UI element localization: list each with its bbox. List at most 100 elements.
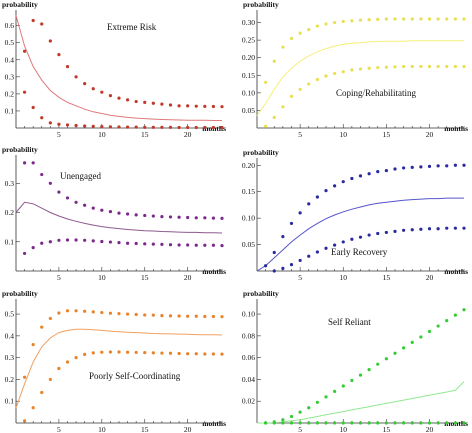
data-point-upper [220,315,224,319]
data-point-lower [324,74,328,78]
data-point-upper [402,17,406,21]
data-point-upper [160,215,164,219]
data-point-lower [40,241,44,245]
data-point-lower [57,366,61,371]
data-point-upper [281,45,285,49]
data-point-lower [419,64,423,69]
data-point-upper [341,180,345,184]
y-tick-label: 0.05 [242,240,255,249]
data-point-upper [65,64,70,69]
y-axis-label: probability [243,0,279,9]
data-point-upper [125,212,130,216]
data-point-upper [393,17,397,21]
data-point-upper [315,195,319,199]
y-tick-label: 0.4 [5,331,15,340]
data-point-upper [31,342,35,347]
data-point-lower [367,233,371,237]
data-point-lower [462,226,466,230]
data-point-upper [203,104,207,108]
data-point-lower [31,105,35,110]
data-point-lower [186,243,190,247]
y-axis-label: probability [243,289,279,298]
data-point-upper [376,17,380,21]
data-point-lower [194,352,198,356]
data-point-upper [117,312,121,316]
data-point-lower [315,250,319,254]
data-point-lower [74,356,78,360]
x-tick-label: 10 [98,273,106,282]
x-tick-label: 10 [340,130,348,139]
x-tick-label: 10 [98,130,106,139]
data-point-upper [48,181,52,185]
data-point-lower [410,228,414,232]
y-tick-label: 0.15 [242,187,255,196]
data-point-lower [48,377,52,382]
data-point-lower [177,351,181,356]
data-point-upper [117,211,121,215]
data-point-upper [264,264,268,268]
y-axis-label: probability [2,0,38,9]
x-tick-label: 20 [426,130,434,139]
y-tick-label: 0.3 [5,179,15,188]
data-point-lower [462,421,466,425]
data-point-upper [108,311,113,315]
data-point-lower [453,421,457,425]
data-point-upper [358,174,363,178]
data-point-lower [264,421,268,425]
data-point-lower [410,64,414,69]
data-point-lower [376,231,380,236]
data-point-upper [384,17,388,21]
data-point-lower [453,226,457,230]
data-point-lower [91,351,95,355]
data-point-lower [31,246,35,250]
data-point-lower [108,350,113,354]
data-point-lower [350,68,354,72]
data-point-lower [289,94,294,98]
data-point-lower [289,263,294,267]
x-tick-label: 10 [340,425,348,433]
data-point-upper [427,17,432,21]
x-tick-label: 15 [383,273,391,282]
data-point-lower [117,350,121,354]
data-point-lower [194,243,198,247]
data-point-upper [57,190,61,194]
data-point-upper [168,215,173,219]
data-point-upper [281,235,285,239]
x-axis-label: months [202,267,226,276]
y-tick-label: 0.5 [5,38,15,47]
data-point-upper [453,313,457,317]
data-point-upper [143,313,147,317]
data-point-upper [100,90,104,94]
data-point-lower [203,243,207,247]
data-point-upper [22,375,27,379]
data-point-lower [91,239,95,243]
data-point-upper [48,316,52,321]
data-point-upper [83,82,87,86]
chart-panel: 5 10 15 20 0.05 0.10 0.15 0.20 probability months… [242,148,468,282]
data-point-lower [402,421,406,425]
data-point-lower [436,227,440,231]
x-axis-label: months [202,419,226,428]
y-tick-label: 0.20 [242,161,255,170]
data-point-lower [324,421,328,425]
data-point-upper [160,102,164,106]
data-point-upper [453,17,457,21]
y-tick-label: 0.3 [5,72,15,81]
data-point-lower [367,421,371,425]
data-point-upper [462,17,466,21]
data-point-lower [168,243,173,247]
data-point-upper [281,418,285,422]
data-point-upper [31,18,35,23]
chart-title: Unengaged [60,171,101,181]
data-point-lower [151,125,155,129]
data-point-upper [289,36,294,40]
data-point-upper [74,75,78,79]
data-point-lower [177,243,181,247]
data-point-upper [134,312,138,317]
data-point-lower [22,251,27,256]
data-point-lower [100,239,104,244]
x-tick-label: 10 [98,425,106,433]
data-point-lower [117,241,121,245]
data-point-lower [57,122,61,126]
data-point-upper [419,165,423,169]
